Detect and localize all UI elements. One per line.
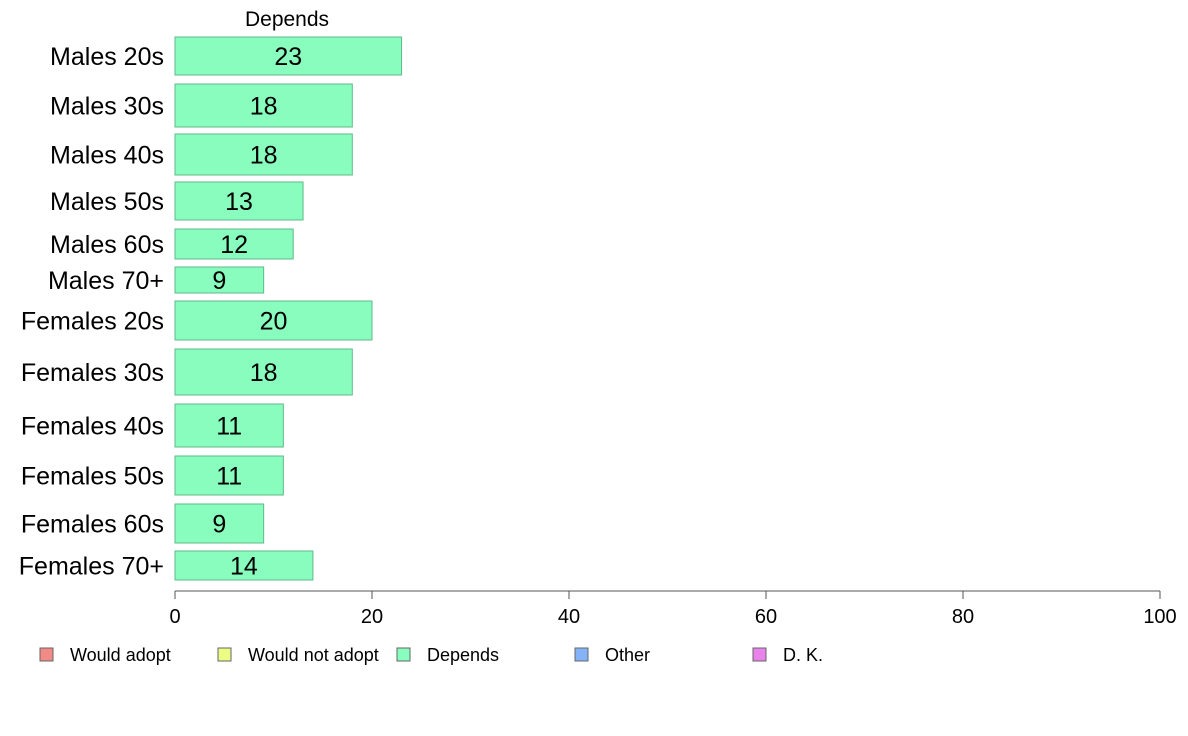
legend-label: Would adopt [70, 645, 171, 665]
chart-title: Depends [245, 8, 329, 31]
category-label: Females 30s [21, 359, 164, 387]
bar-value-label: 18 [250, 142, 278, 170]
bar-value-label: 9 [212, 511, 226, 539]
bar [174, 403, 284, 448]
bar-value-label: 14 [230, 553, 258, 581]
bar [174, 550, 314, 581]
bar [174, 300, 373, 341]
bar-value-label: 23 [274, 43, 302, 71]
legend-label: D. K. [783, 645, 823, 665]
bar-value-label: 11 [216, 463, 242, 491]
legend: Would adopt Would not adopt Depends Other D.… [39, 645, 823, 665]
x-tick-label: 20 [361, 606, 383, 628]
bar [174, 266, 265, 294]
bar-value-label: 13 [225, 188, 253, 216]
legend-swatch [574, 647, 589, 662]
x-tick-label: 0 [169, 606, 180, 628]
category-label: Males 30s [50, 93, 164, 121]
x-axis: 0 20 40 60 80 100 [169, 590, 1177, 628]
bar-value-label: 11 [216, 413, 242, 441]
x-tick-label: 40 [558, 606, 580, 628]
category-label: Females 40s [21, 413, 164, 441]
category-label: Males 50s [50, 188, 164, 216]
bar-value-label: 18 [250, 93, 278, 121]
bar-value-label: 18 [250, 359, 278, 387]
legend-swatch [752, 647, 767, 662]
category-label: Males 20s [50, 43, 164, 71]
x-tick-label: 60 [755, 606, 777, 628]
bar [174, 181, 304, 221]
category-label: Females 60s [21, 511, 164, 539]
x-tick-label: 80 [952, 606, 974, 628]
category-label: Females 50s [21, 463, 164, 491]
bar [174, 83, 353, 128]
legend-label: Would not adopt [248, 645, 379, 665]
legend-label: Depends [427, 645, 499, 665]
legend-swatch [396, 647, 411, 662]
bar [174, 36, 403, 76]
bar [174, 348, 353, 396]
bar [174, 133, 353, 176]
bar [174, 503, 265, 544]
bar-value-label: 9 [212, 267, 226, 295]
bar-value-label: 12 [220, 231, 248, 259]
legend-swatch [217, 647, 232, 662]
bar [174, 228, 294, 260]
category-label: Males 40s [50, 142, 164, 170]
category-label: Females 70+ [19, 553, 164, 581]
category-label: Males 60s [50, 231, 164, 259]
legend-swatch [39, 647, 54, 662]
x-tick-label: 100 [1143, 606, 1176, 628]
category-label: Females 20s [21, 308, 164, 336]
bar [174, 455, 284, 496]
category-label: Males 70+ [48, 267, 164, 295]
legend-label: Other [605, 645, 650, 665]
bar-value-label: 20 [260, 308, 288, 336]
bars-group: Males 20s 23 Males 30s 18 Males 40s 18 Males 5… [19, 36, 403, 581]
